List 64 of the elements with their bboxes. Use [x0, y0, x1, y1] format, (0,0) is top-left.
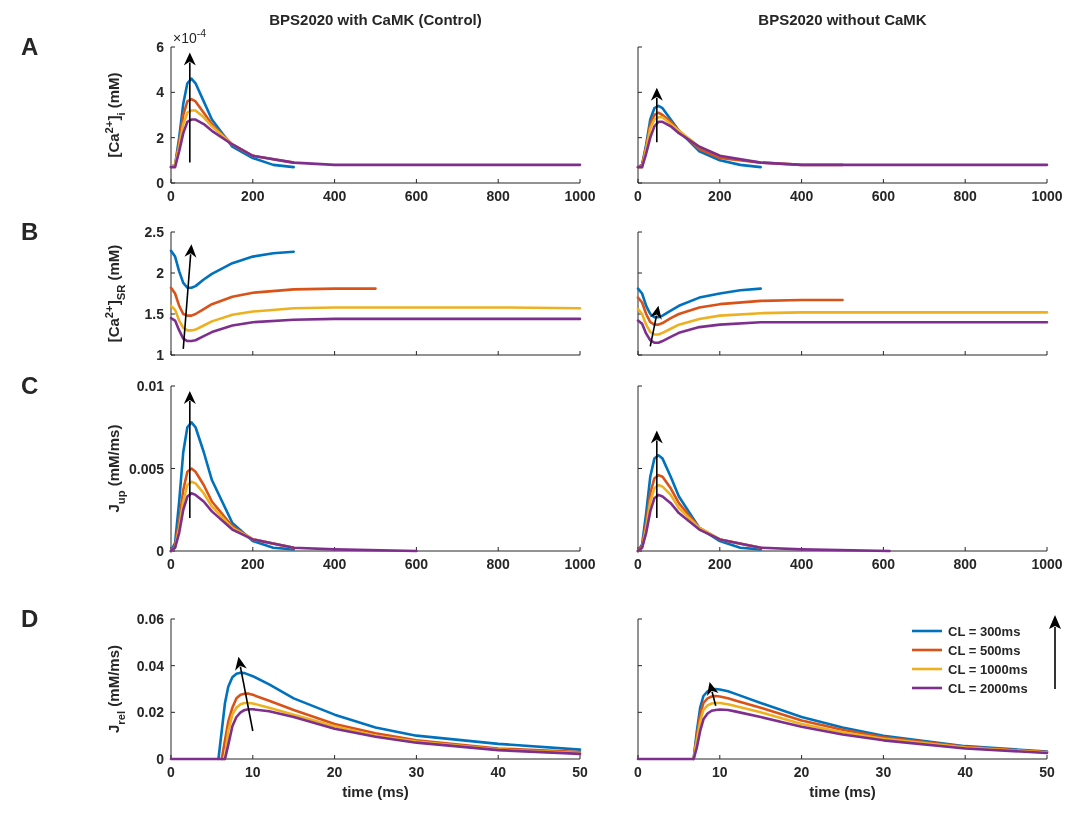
x-tick-label: 1000: [1031, 188, 1063, 204]
y-tick-label: 0: [156, 751, 165, 767]
x-tick-label: 50: [1039, 764, 1055, 780]
y-tick-label: 0: [156, 175, 165, 191]
x-axis-title: time (ms): [342, 783, 409, 800]
text: B: [21, 218, 39, 245]
y-tick-label: 2: [156, 129, 165, 146]
y-tick-label: 4: [156, 84, 165, 101]
x-tick-label: 30: [875, 764, 892, 780]
x-tick-label: 30: [408, 764, 425, 780]
legend-label: CL = 2000ms: [948, 681, 1028, 696]
x-tick-label: 0: [167, 764, 176, 780]
x-tick-label: 20: [326, 764, 343, 780]
x-tick-label: 1000: [564, 556, 596, 572]
x-tick-label: 200: [241, 556, 265, 572]
text: ×10$^{-4}$: [173, 27, 207, 46]
y-tick-label: 0.01: [136, 378, 165, 394]
legend-label: CL = 500ms: [948, 643, 1021, 658]
x-tick-label: 400: [789, 556, 814, 572]
y-tick-label: 1: [156, 347, 165, 363]
y-tick-label: 0.005: [128, 460, 165, 477]
x-tick-label: 50: [572, 764, 588, 780]
x-tick-label: 40: [957, 764, 974, 780]
x-tick-label: 40: [490, 764, 507, 780]
x-tick-label: 200: [241, 188, 265, 204]
y-tick-label: 6: [156, 39, 165, 55]
x-tick-label: 1000: [1031, 556, 1063, 572]
y-tick-label: 2: [156, 265, 165, 281]
y-tick-label: 1.5: [144, 306, 165, 322]
x-tick-label: 800: [486, 188, 511, 204]
x-tick-label: 20: [793, 764, 810, 780]
x-tick-label: 0: [634, 556, 643, 572]
y-tick-label: 0.06: [136, 611, 165, 627]
legend-label: CL = 300ms: [948, 624, 1021, 639]
x-tick-label: 800: [953, 188, 978, 204]
y-tick-label: 2.5: [144, 224, 165, 240]
x-tick-label: 0: [634, 188, 643, 204]
y-tick-label: 0: [156, 543, 165, 559]
x-tick-label: 800: [486, 556, 511, 572]
legend-label: CL = 1000ms: [948, 662, 1028, 677]
y-tick-label: 0.04: [136, 657, 165, 674]
text: C: [21, 372, 39, 399]
x-tick-label: 600: [871, 188, 896, 204]
x-tick-label: 10: [245, 764, 261, 780]
text: D: [21, 605, 39, 632]
x-tick-label: 800: [953, 556, 978, 572]
chart-title: BPS2020 with CaMK (Control): [269, 11, 482, 28]
x-tick-label: 1000: [564, 188, 596, 204]
x-tick-label: 400: [789, 188, 814, 204]
x-tick-label: 0: [167, 188, 176, 204]
y-tick-label: 0.02: [136, 704, 165, 721]
x-tick-label: 200: [708, 188, 732, 204]
x-tick-label: 0: [167, 556, 176, 572]
x-tick-label: 400: [322, 556, 347, 572]
x-tick-label: 0: [634, 764, 643, 780]
x-tick-label: 600: [871, 556, 896, 572]
x-tick-label: 400: [322, 188, 347, 204]
x-axis-title: time (ms): [809, 783, 876, 800]
x-tick-label: 200: [708, 556, 732, 572]
x-tick-label: 10: [712, 764, 728, 780]
x-tick-label: 600: [404, 188, 429, 204]
text: A: [21, 33, 39, 60]
x-tick-label: 600: [404, 556, 429, 572]
chart-title: BPS2020 without CaMK: [758, 11, 927, 28]
